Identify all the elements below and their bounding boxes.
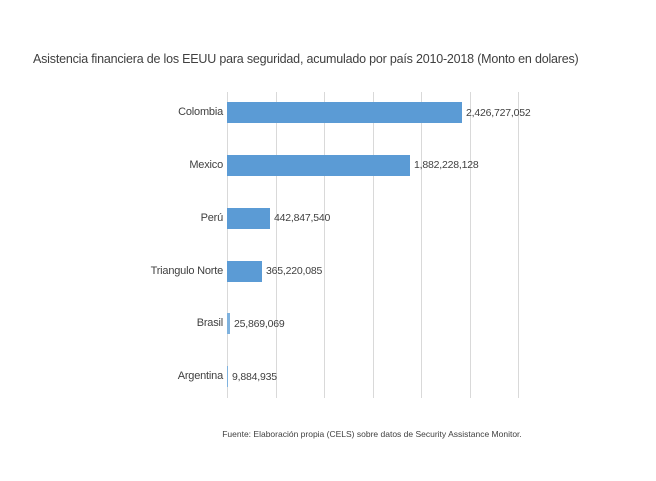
gridline <box>421 92 422 398</box>
bar-brasil <box>227 313 230 334</box>
bar-triangulo-norte <box>227 261 262 282</box>
gridline <box>518 92 519 398</box>
chart-title: Asistencia financiera de los EEUU para s… <box>33 52 579 66</box>
category-label: Triangulo Norte <box>150 265 224 277</box>
value-label: 9,884,935 <box>232 371 277 383</box>
value-label: 365,220,085 <box>266 265 323 277</box>
plot-area <box>227 92 519 398</box>
gridline <box>324 92 325 398</box>
bar-mexico <box>227 155 410 176</box>
category-label: Colombia <box>178 106 223 118</box>
bar-colombia <box>227 102 462 123</box>
category-label: Perú <box>200 212 224 224</box>
value-label: 442,847,540 <box>274 212 331 224</box>
gridline <box>227 92 228 398</box>
value-label: 1,882,228,128 <box>414 159 479 171</box>
value-label: 2,426,727,052 <box>466 107 531 119</box>
category-label: Brasil <box>196 317 224 329</box>
value-label: 25,869,069 <box>234 318 285 330</box>
category-label: Mexico <box>189 159 223 171</box>
bar-perú <box>227 208 270 229</box>
gridline <box>373 92 374 398</box>
category-label: Argentina <box>177 370 223 382</box>
source-note: Fuente: Elaboración propia (CELS) sobre … <box>222 429 522 439</box>
gridline <box>470 92 471 398</box>
bar-argentina <box>227 366 228 387</box>
gridline <box>276 92 277 398</box>
